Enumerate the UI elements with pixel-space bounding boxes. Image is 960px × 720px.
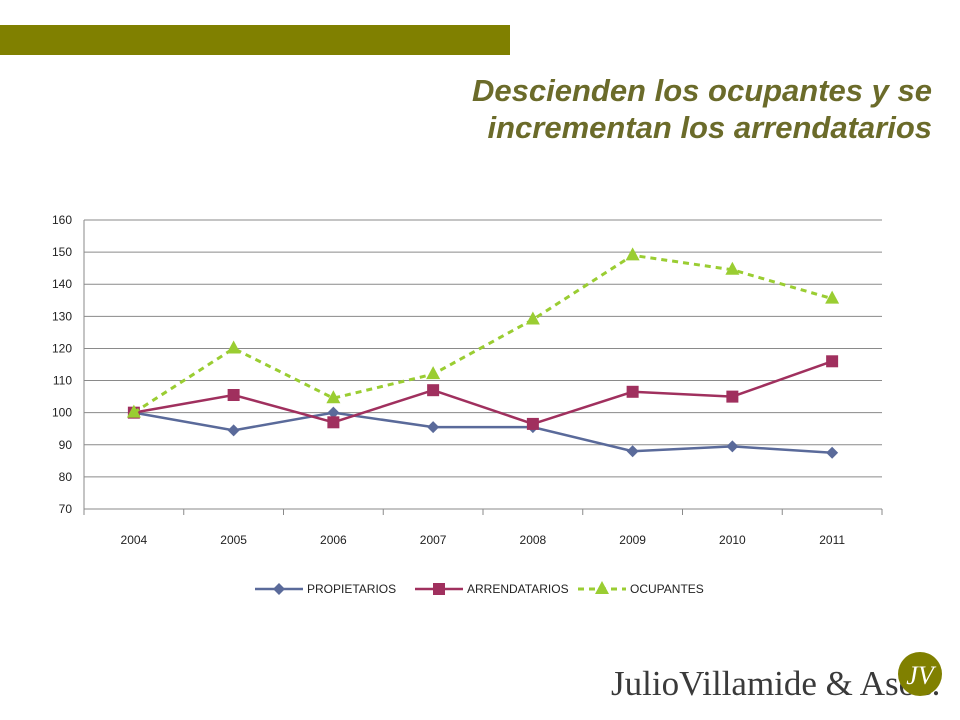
slide-title: Descienden los ocupantes y se incrementa…	[312, 72, 932, 146]
x-tick-label: 2005	[220, 533, 247, 547]
data-point	[526, 417, 539, 430]
data-point	[227, 424, 240, 437]
line-chart: 160 150 140 130 120 110 100 90 80 70 2004 2005 2006 2…	[52, 213, 883, 596]
data-point	[433, 583, 445, 595]
data-point	[625, 247, 640, 261]
series-line	[133, 360, 833, 426]
data-point	[825, 290, 840, 304]
title-line-2: incrementan los arrendatarios	[487, 110, 933, 145]
y-tick-label: 130	[52, 309, 72, 323]
data-point	[426, 366, 441, 380]
data-point	[726, 390, 739, 403]
y-tick-label: 160	[52, 213, 72, 227]
y-tick-label: 90	[59, 438, 73, 452]
data-point	[327, 406, 340, 419]
x-tick-label: 2008	[520, 533, 547, 547]
y-tick-label: 100	[52, 406, 72, 420]
logo-monogram: JV	[906, 661, 937, 690]
data-point	[427, 421, 440, 434]
data-point	[826, 446, 839, 459]
data-point	[326, 390, 341, 404]
legend-label: OCUPANTES	[630, 582, 704, 596]
company-logo-icon: JV	[898, 652, 942, 696]
x-tick-label: 2011	[819, 533, 845, 547]
title-accent-bar	[0, 25, 510, 55]
data-point	[327, 416, 340, 429]
legend-label: ARRENDATARIOS	[467, 582, 569, 596]
data-point	[626, 445, 639, 458]
data-point	[595, 581, 609, 594]
data-point	[725, 261, 740, 275]
x-tick-label: 2010	[719, 533, 746, 547]
company-logo-text: JulioVillamide & Asoc.	[611, 664, 941, 703]
legend-label: PROPIETARIOS	[307, 582, 396, 596]
series-line	[133, 411, 833, 455]
x-tick-label: 2006	[320, 533, 347, 547]
y-tick-label: 150	[52, 245, 72, 259]
y-tick-label: 140	[52, 277, 72, 291]
title-line-1: Descienden los ocupantes y se	[471, 73, 932, 108]
y-tick-label: 120	[52, 341, 72, 355]
y-tick-label: 110	[53, 374, 72, 388]
data-point	[826, 355, 839, 368]
data-point	[226, 340, 241, 354]
data-point	[427, 384, 440, 397]
data-point	[126, 404, 141, 418]
y-tick-label: 70	[59, 502, 73, 516]
y-tick-label: 80	[59, 470, 73, 484]
data-point	[227, 389, 240, 402]
data-point	[273, 583, 285, 595]
x-tick-label: 2007	[420, 533, 447, 547]
data-point	[525, 311, 540, 325]
series-line	[133, 253, 833, 414]
x-tick-label: 2004	[121, 533, 148, 547]
data-point	[626, 385, 639, 398]
x-tick-label: 2009	[619, 533, 646, 547]
data-point	[726, 440, 739, 453]
